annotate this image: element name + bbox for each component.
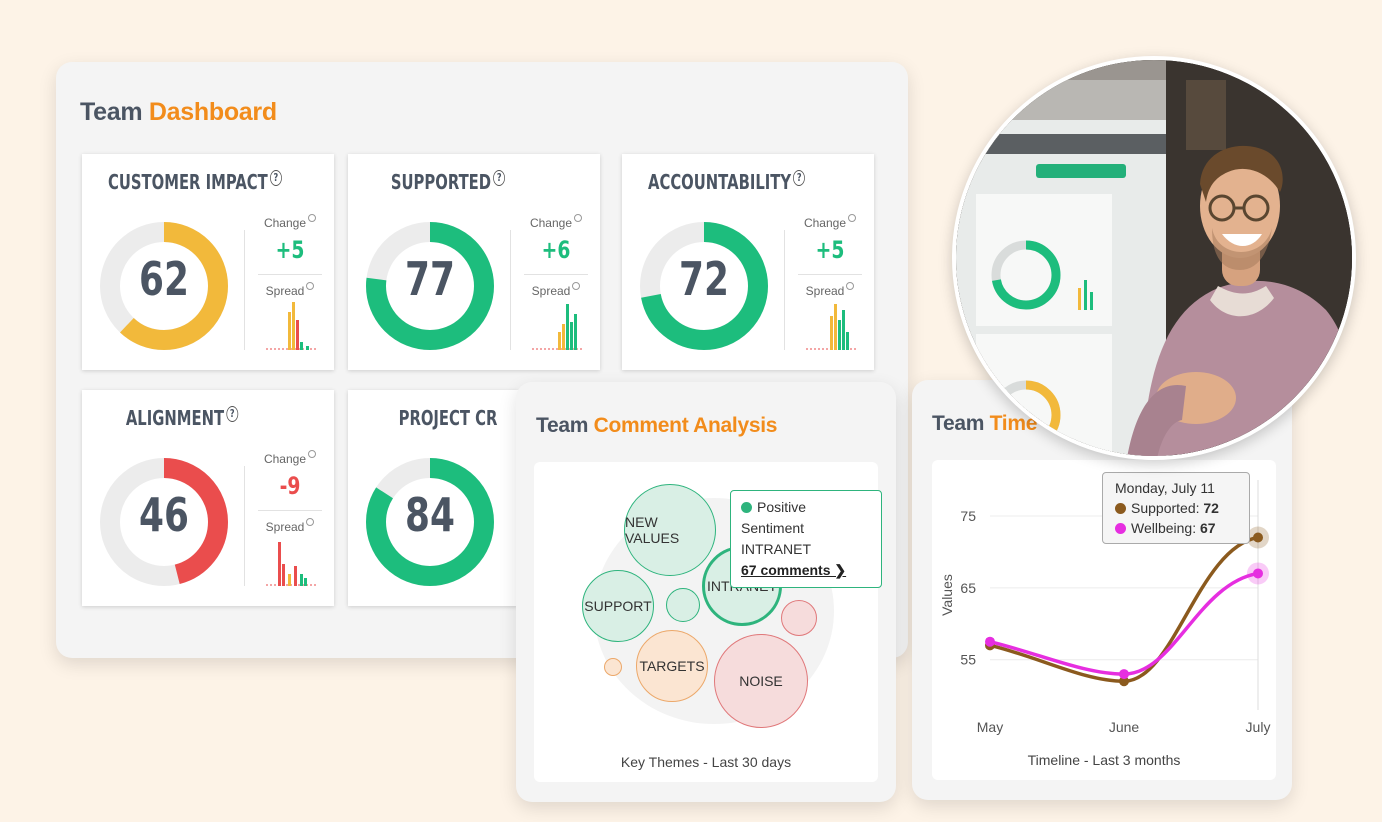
tooltip-date: Monday, July 11 (1115, 480, 1215, 496)
change-label: Change (524, 214, 588, 230)
change-value: +6 (541, 236, 571, 264)
line-chart-area: 55 65 75 May June July Values Monday, July 11 … (932, 460, 1276, 780)
x-tick-label: May (977, 719, 1003, 735)
line-chart-caption: Timeline - Last 3 months (1027, 752, 1181, 768)
y-tick-label: 55 (960, 652, 976, 668)
comment-analysis-panel: Team Comment Analysis NEW VALUES INTRANE… (516, 382, 896, 802)
wellbeing-dot (1115, 523, 1126, 534)
bubble-tooltip: Positive Sentiment INTRANET 67 comments … (730, 490, 882, 588)
view-comments-link[interactable]: 67 comments ❯ (741, 562, 847, 578)
x-tick-label: July (1246, 719, 1271, 735)
metric-card-1[interactable]: SUPPORTED? 77 Change +6 Spread (348, 154, 600, 370)
card-title: SUPPORTED? (374, 170, 522, 194)
score-donut (640, 222, 768, 350)
card-title: ALIGNMENT? (108, 406, 256, 430)
presenter-photo (952, 56, 1356, 460)
bubble-noise[interactable]: NOISE (714, 634, 808, 728)
bubble-support[interactable]: SUPPORT (582, 570, 654, 642)
bubble-chart-area: NEW VALUES INTRANET SUPPORT TARGETS NOIS… (534, 462, 882, 782)
score-donut (100, 222, 228, 350)
score-donut (366, 458, 494, 586)
change-value: +5 (275, 236, 305, 264)
bubble-new-values[interactable]: NEW VALUES (624, 484, 716, 576)
score-value: 72 (679, 252, 729, 306)
x-tick-label: June (1109, 719, 1140, 735)
change-value: -9 (279, 472, 301, 500)
spread-chart (532, 304, 582, 350)
series-line-supported (989, 535, 1259, 684)
y-tick-label: 75 (960, 508, 976, 524)
series-point (1119, 676, 1129, 687)
series-point (1119, 669, 1129, 680)
card-title: ACCOUNTABILITY? (648, 170, 806, 194)
score-donut (100, 458, 228, 586)
y-tick-label: 65 (960, 580, 976, 596)
team-dashboard-panel: Team Dashboard CUSTOMER IMPACT? 62 Chang… (56, 62, 908, 658)
card-title: CUSTOMER IMPACT? (108, 170, 282, 194)
comment-analysis-title: Team Comment Analysis (536, 414, 778, 437)
score-value: 84 (405, 488, 455, 542)
spread-chart (266, 302, 316, 350)
chart-tooltip: Monday, July 11 Supported: 72 Wellbeing:… (1102, 472, 1250, 544)
help-icon[interactable]: ? (493, 170, 506, 186)
spread-chart (266, 542, 316, 586)
help-icon[interactable]: ? (226, 406, 239, 422)
metric-card-0[interactable]: CUSTOMER IMPACT? 62 Change +5 Spread (82, 154, 334, 370)
series-point (1253, 532, 1263, 543)
help-icon[interactable]: ? (269, 170, 282, 186)
series-point (985, 636, 995, 647)
dashboard-title: Team Dashboard (80, 98, 277, 126)
score-value: 46 (139, 488, 189, 542)
metric-card-4[interactable]: PROJECT CR 84 (348, 390, 518, 606)
bubble-small-green[interactable] (666, 588, 700, 622)
change-value: +5 (815, 236, 845, 264)
bubble-chart-caption: Key Themes - Last 30 days (620, 754, 792, 770)
change-label: Change (258, 214, 322, 230)
bubble-small-red[interactable] (781, 600, 817, 636)
score-value: 62 (139, 252, 189, 306)
metric-card-3[interactable]: ALIGNMENT? 46 Change -9 Spread (82, 390, 334, 606)
card-title: PROJECT CR (398, 406, 498, 430)
score-value: 77 (405, 252, 455, 306)
spread-label: Spread (524, 282, 588, 298)
series-point (1253, 568, 1263, 579)
y-axis-label: Values (939, 574, 955, 616)
spread-label: Spread (798, 282, 862, 298)
score-donut (366, 222, 494, 350)
help-icon[interactable]: ? (793, 170, 806, 186)
spread-label: Spread (258, 282, 322, 298)
spread-label: Spread (258, 518, 322, 534)
metric-card-2[interactable]: ACCOUNTABILITY? 72 Change +5 Spread (622, 154, 874, 370)
timeline-title: Team Time (932, 412, 1038, 435)
bubble-targets[interactable]: TARGETS (636, 630, 708, 702)
photo-illustration (956, 60, 1352, 456)
tooltip-theme: INTRANET (741, 541, 811, 557)
spread-chart (806, 304, 856, 350)
supported-dot (1115, 503, 1126, 514)
tooltip-sentiment: Positive Sentiment (741, 499, 807, 536)
bubble-small-orange[interactable] (604, 658, 622, 676)
change-label: Change (798, 214, 862, 230)
change-label: Change (258, 450, 322, 466)
positive-sentiment-dot (741, 502, 752, 513)
